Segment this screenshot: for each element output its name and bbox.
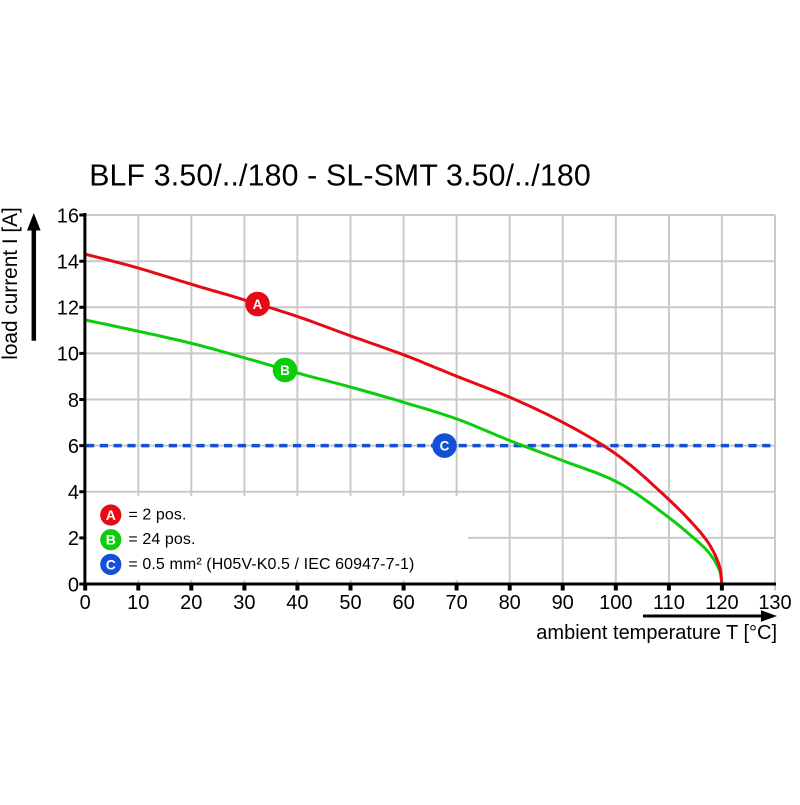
svg-text:C: C xyxy=(106,556,116,572)
svg-text:B: B xyxy=(280,363,290,378)
svg-text:A: A xyxy=(106,507,116,523)
svg-text:0: 0 xyxy=(68,574,79,596)
svg-text:110: 110 xyxy=(653,592,685,614)
svg-text:B: B xyxy=(106,532,116,548)
svg-text:4: 4 xyxy=(68,482,79,504)
svg-text:A: A xyxy=(253,297,263,312)
svg-text:80: 80 xyxy=(499,592,521,614)
svg-text:2: 2 xyxy=(68,528,79,550)
svg-text:= 0.5 mm² (H05V-K0.5 / IEC 609: = 0.5 mm² (H05V-K0.5 / IEC 60947-7-1) xyxy=(128,556,414,573)
svg-text:ambient temperature T [°C]: ambient temperature T [°C] xyxy=(536,622,777,644)
svg-text:50: 50 xyxy=(339,592,361,614)
svg-text:70: 70 xyxy=(445,592,467,614)
svg-text:14: 14 xyxy=(57,252,79,274)
svg-text:0: 0 xyxy=(80,592,91,614)
svg-text:10: 10 xyxy=(57,344,79,366)
svg-text:= 24 pos.: = 24 pos. xyxy=(128,531,195,548)
svg-text:120: 120 xyxy=(705,592,738,614)
svg-text:130: 130 xyxy=(758,592,791,614)
svg-text:60: 60 xyxy=(392,592,414,614)
svg-text:6: 6 xyxy=(68,436,79,458)
svg-text:16: 16 xyxy=(57,205,79,227)
svg-text:8: 8 xyxy=(68,390,79,412)
svg-text:100: 100 xyxy=(599,592,632,614)
svg-text:40: 40 xyxy=(286,592,308,614)
svg-text:= 2 pos.: = 2 pos. xyxy=(128,507,186,524)
svg-text:30: 30 xyxy=(233,592,255,614)
svg-text:10: 10 xyxy=(127,592,149,614)
svg-text:BLF 3.50/../180 - SL-SMT 3.50/: BLF 3.50/../180 - SL-SMT 3.50/../180 xyxy=(89,160,591,193)
svg-text:20: 20 xyxy=(180,592,202,614)
svg-text:90: 90 xyxy=(552,592,574,614)
svg-text:C: C xyxy=(440,438,450,453)
svg-text:load current I [A]: load current I [A] xyxy=(0,207,22,360)
svg-text:12: 12 xyxy=(57,298,79,320)
